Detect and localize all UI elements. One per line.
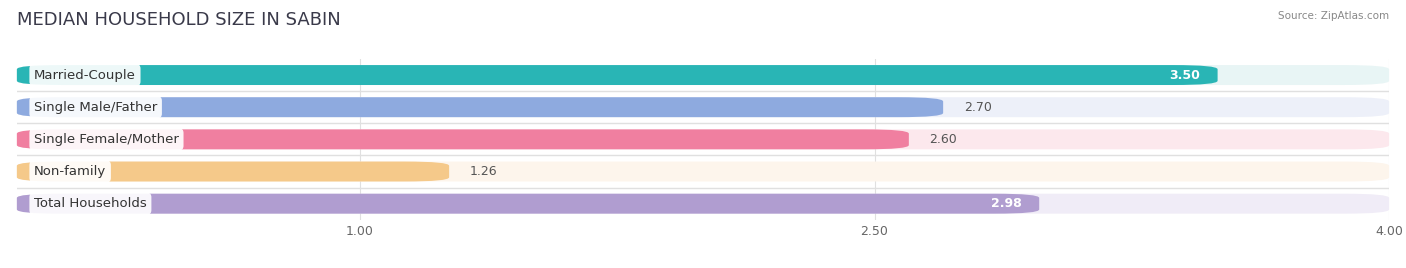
Text: Source: ZipAtlas.com: Source: ZipAtlas.com <box>1278 11 1389 21</box>
Text: 2.98: 2.98 <box>991 197 1022 210</box>
Text: Total Households: Total Households <box>34 197 146 210</box>
FancyBboxPatch shape <box>17 97 943 117</box>
FancyBboxPatch shape <box>17 194 1389 214</box>
Text: Single Male/Father: Single Male/Father <box>34 101 157 114</box>
FancyBboxPatch shape <box>17 194 1039 214</box>
Text: 2.60: 2.60 <box>929 133 957 146</box>
Text: Married-Couple: Married-Couple <box>34 69 136 81</box>
FancyBboxPatch shape <box>17 65 1218 85</box>
FancyBboxPatch shape <box>17 65 1389 85</box>
Text: Single Female/Mother: Single Female/Mother <box>34 133 179 146</box>
FancyBboxPatch shape <box>17 162 1389 181</box>
Text: 2.70: 2.70 <box>963 101 991 114</box>
FancyBboxPatch shape <box>17 162 449 181</box>
Text: 1.26: 1.26 <box>470 165 498 178</box>
FancyBboxPatch shape <box>17 129 1389 149</box>
FancyBboxPatch shape <box>17 97 1389 117</box>
Text: 3.50: 3.50 <box>1170 69 1201 81</box>
FancyBboxPatch shape <box>17 129 908 149</box>
Text: MEDIAN HOUSEHOLD SIZE IN SABIN: MEDIAN HOUSEHOLD SIZE IN SABIN <box>17 11 340 29</box>
Text: Non-family: Non-family <box>34 165 107 178</box>
